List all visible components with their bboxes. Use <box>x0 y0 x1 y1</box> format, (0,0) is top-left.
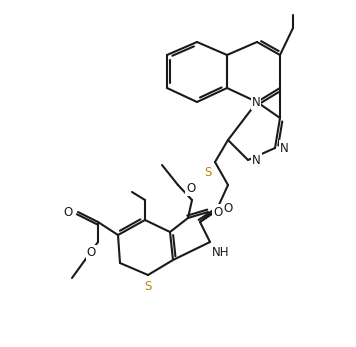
Text: O: O <box>64 205 73 219</box>
Text: N: N <box>252 95 260 109</box>
Text: O: O <box>213 205 222 219</box>
Text: N: N <box>280 142 289 154</box>
Text: NH: NH <box>212 246 230 259</box>
Text: O: O <box>87 246 96 259</box>
Text: S: S <box>144 280 152 293</box>
Text: O: O <box>223 202 232 214</box>
Text: O: O <box>187 182 196 195</box>
Text: N: N <box>252 153 261 167</box>
Text: S: S <box>205 166 212 179</box>
